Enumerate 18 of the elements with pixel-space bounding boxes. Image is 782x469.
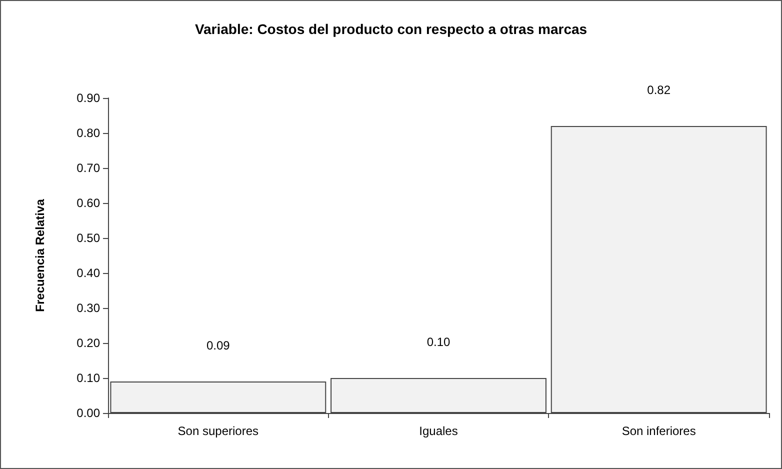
y-tick-label: 0.60 [76,196,100,210]
y-tick-label: 0.40 [76,266,100,280]
data-label: 0.82 [647,83,671,97]
data-label: 0.10 [426,335,450,349]
x-tick-label: Son inferiores [622,424,696,438]
y-tick-label: 0.80 [76,126,100,140]
x-tick-label: Son superiores [178,424,259,438]
chart-title: Variable: Costos del producto con respecto a otras marcas [194,21,588,37]
y-tick-label: 0.70 [76,161,100,175]
y-tick-label: 0.30 [76,301,100,315]
y-tick-label: 0.10 [76,371,100,385]
x-tick-label: Iguales [419,424,458,438]
y-tick-label: 0.20 [76,336,100,350]
y-tick-label: 0.50 [76,231,100,245]
data-label: 0.09 [206,338,230,352]
y-tick-label: 0.90 [76,91,100,105]
y-tick-label: 0.00 [76,406,100,420]
y-axis-title: Frecuencia Relativa [33,198,47,312]
